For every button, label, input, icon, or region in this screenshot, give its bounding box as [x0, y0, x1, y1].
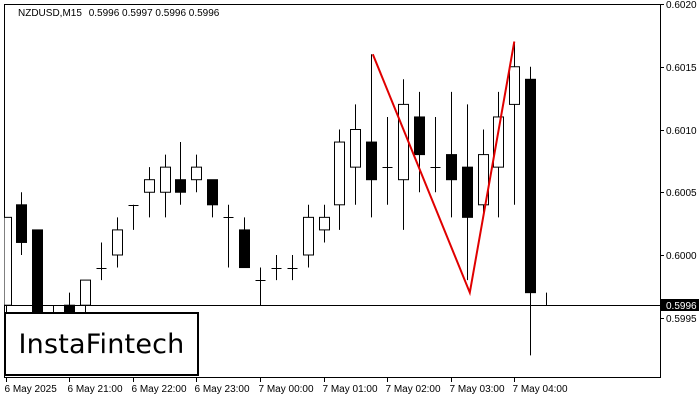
y-tick-label: 0.5995: [666, 314, 697, 325]
candle-body: [509, 66, 520, 105]
y-tick-label: 0.6005: [666, 188, 697, 199]
candle-body: [414, 116, 425, 156]
candle-body: [80, 279, 91, 306]
price-tag-label: 0.5996: [666, 301, 697, 312]
x-tick-label: 6 May 21:00: [68, 384, 123, 395]
x-tick-label: 7 May 02:00: [386, 384, 441, 395]
y-tick-label: 0.6010: [666, 126, 697, 137]
candle: [175, 142, 186, 205]
x-tick-label: 7 May 00:00: [259, 384, 314, 395]
candle-body: [478, 154, 489, 206]
candle: [144, 167, 155, 218]
candle-body: [493, 116, 504, 168]
y-axis: 0.6020 0.6015 0.6010 0.6005 0.6000 0.5995 0.59…: [660, 0, 699, 325]
candle: [239, 217, 250, 269]
candle-body: [207, 179, 218, 206]
candle: [350, 104, 361, 205]
candle: [16, 192, 27, 255]
candle-body: [144, 179, 155, 193]
candle: [541, 292, 552, 306]
candle: [271, 255, 282, 281]
x-tick-label: 6 May 23:00: [195, 384, 250, 395]
candle: [223, 204, 234, 268]
symbol-label: NZDUSD,M15: [18, 8, 82, 19]
x-tick-label: 6 May 22:00: [132, 384, 187, 395]
candle: [493, 91, 504, 218]
candle: [319, 204, 330, 243]
candle-body: [16, 204, 27, 243]
candle: [128, 204, 139, 230]
candle-body: [525, 78, 536, 294]
x-tick-label: 7 May 01:00: [323, 384, 378, 395]
candle: [525, 66, 536, 356]
candle: [462, 104, 473, 281]
candle: [32, 229, 43, 319]
candle: [509, 41, 520, 205]
candle: [478, 129, 489, 218]
candle-body: [462, 166, 473, 218]
candle-body: [398, 103, 409, 181]
y-tick-label: 0.6000: [666, 251, 697, 262]
candle: [382, 116, 393, 205]
plot-frame: [4, 4, 661, 378]
candle-body: [160, 166, 171, 193]
y-tick-label: 0.6015: [666, 63, 697, 74]
price-tag-box: [661, 299, 699, 311]
candle: [446, 91, 457, 218]
candle-body: [366, 141, 377, 181]
ohlc-label: 0.5996 0.5997 0.5996 0.5996: [89, 8, 220, 19]
candle: [430, 116, 441, 193]
candle-body: [175, 179, 186, 193]
x-tick-label: 6 May 2025: [5, 384, 58, 395]
chart-header: NZDUSD,M15 0.5996 0.5997 0.5996 0.5996: [18, 8, 220, 19]
x-tick-label: 7 May 04:00: [513, 384, 568, 395]
candle-body: [446, 154, 457, 181]
candle: [112, 217, 123, 268]
candle: [398, 79, 409, 230]
candle-body: [334, 141, 345, 206]
current-price-tag: 0.5996: [661, 299, 699, 312]
x-axis: 6 May 2025 6 May 21:00 6 May 22:00 6 May 23…: [5, 378, 568, 395]
candle-body: [350, 129, 361, 168]
double-top-pattern-line: [371, 41, 516, 297]
candle-body: [239, 229, 250, 269]
candle-body: [4, 216, 12, 306]
x-tick-label: 7 May 03:00: [450, 384, 505, 395]
candle-body: [191, 166, 202, 181]
candle: [334, 129, 345, 230]
instafintech-logo: InstaFintech: [4, 312, 199, 376]
candle: [287, 255, 298, 281]
y-tick-label: 0.6020: [666, 0, 697, 11]
candles-group: [4, 41, 552, 356]
candle: [255, 267, 266, 306]
candle: [414, 91, 425, 193]
candle: [96, 242, 107, 281]
candle: [303, 204, 314, 268]
candle-body: [303, 216, 314, 256]
logo-text: InstaFintech: [18, 328, 185, 360]
pattern-group: [371, 41, 516, 297]
candle: [366, 54, 377, 218]
candle: [191, 154, 202, 193]
candle: [160, 154, 171, 218]
candle-body: [112, 229, 123, 256]
candle: [207, 179, 218, 218]
candle-body: [319, 216, 330, 231]
candle-body: [32, 229, 43, 319]
